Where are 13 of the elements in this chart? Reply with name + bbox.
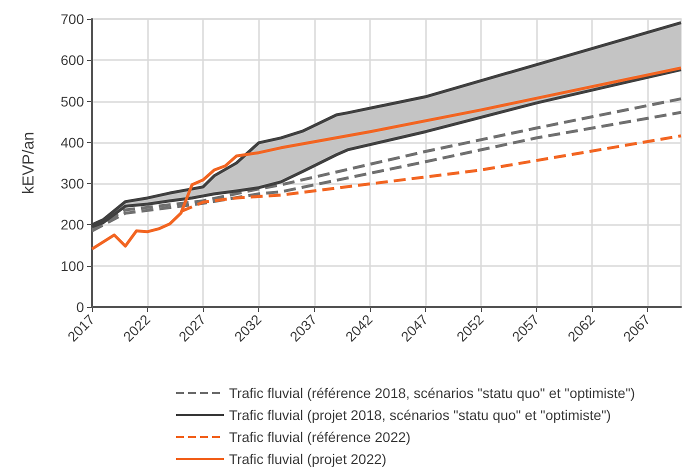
legend-label: Trafic fluvial (projet 2022) bbox=[229, 451, 386, 467]
y-tick-label: 600 bbox=[60, 52, 84, 68]
legend-label: Trafic fluvial (référence 2022) bbox=[229, 429, 411, 445]
y-axis-title: kEVP/an bbox=[20, 132, 38, 194]
y-tick-label: 0 bbox=[76, 299, 84, 315]
legend-label: Trafic fluvial (projet 2018, scénarios "statu quo" et "optimiste") bbox=[229, 407, 611, 423]
y-tick-label: 100 bbox=[60, 258, 84, 274]
y-tick-label: 700 bbox=[60, 11, 84, 27]
y-tick-label: 400 bbox=[60, 134, 84, 150]
y-tick-label: 500 bbox=[60, 93, 84, 110]
legend-label: Trafic fluvial (référence 2018, scénarios "statu quo" et "optimiste") bbox=[229, 385, 636, 401]
y-tick-label: 200 bbox=[60, 216, 84, 233]
y-tick-label: 300 bbox=[60, 176, 84, 192]
